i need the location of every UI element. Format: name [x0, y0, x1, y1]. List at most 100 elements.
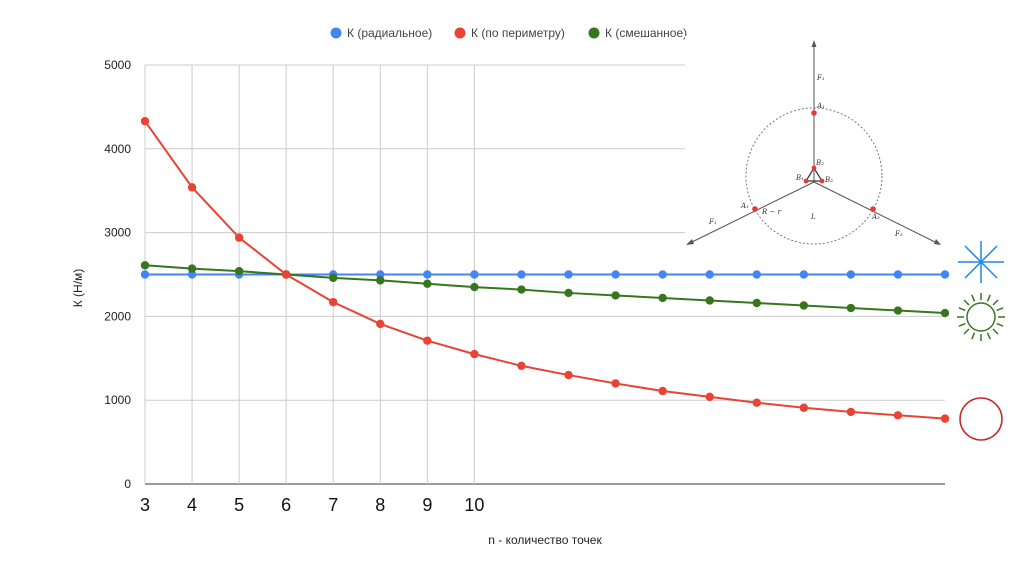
sun-ray — [971, 294, 976, 302]
data-point — [423, 270, 432, 279]
sun-ray — [996, 307, 1004, 312]
series-line-1 — [144, 120, 946, 420]
diagram-arrow-top — [811, 40, 817, 47]
diagram-label-f-right: F₃ — [894, 230, 903, 238]
y-tick-label: 0 — [124, 477, 131, 491]
data-point — [564, 270, 573, 279]
legend-label: К (по периметру) — [471, 26, 565, 40]
data-point — [329, 297, 338, 307]
diagram-label-a-top: A₁ — [816, 102, 825, 110]
sun-ray — [992, 299, 999, 306]
sun-ray — [963, 328, 970, 335]
sun-ray — [986, 332, 991, 340]
data-point — [140, 261, 150, 270]
legend-label: К (смешанное) — [605, 26, 687, 40]
data-point — [658, 386, 667, 396]
data-point — [517, 285, 526, 294]
data-point — [705, 392, 714, 402]
data-point — [893, 306, 903, 315]
data-point — [799, 403, 809, 412]
data-point — [517, 270, 526, 279]
data-point — [517, 361, 526, 371]
data-point — [423, 279, 432, 288]
sun-ring-icon — [957, 293, 1005, 341]
y-tick-label: 3000 — [104, 226, 131, 240]
sun-ray — [963, 299, 970, 306]
diagram-arrow-right — [934, 239, 941, 245]
x-tick-label: 8 — [375, 495, 385, 515]
data-point — [846, 303, 856, 313]
sun-ring — [966, 302, 996, 332]
x-tick-label: 3 — [140, 495, 150, 515]
sun-ray — [971, 332, 976, 340]
data-point — [799, 270, 809, 279]
data-point — [893, 411, 903, 420]
diagram-point-b1 — [803, 178, 809, 184]
diagram-label-r-minus-r: R − r — [761, 208, 782, 216]
y-tick-label: 1000 — [104, 393, 131, 407]
data-point — [187, 264, 197, 273]
diagram-point-a2 — [811, 110, 817, 116]
sun-ray — [958, 307, 966, 312]
y-axis-title: К (Н/м) — [71, 269, 85, 308]
diagram-label-b1: B₁ — [795, 174, 804, 182]
series-lines — [140, 116, 950, 423]
data-point — [187, 183, 197, 192]
data-point — [658, 270, 667, 279]
legend-swatch — [588, 27, 600, 39]
force-diagram: F₁ A₁ B₁ B₂ B₃ F₁ A₁ R − r L A₃ F₃ — [685, 36, 947, 254]
data-point — [705, 296, 714, 305]
data-point — [281, 270, 291, 279]
data-point — [846, 407, 856, 417]
data-point — [234, 233, 244, 242]
data-point — [611, 270, 620, 279]
diagram-inner-triangle — [804, 166, 824, 182]
data-point — [140, 270, 150, 279]
data-point — [752, 398, 761, 407]
diagram-axis-right — [813, 181, 938, 244]
x-tick-label: 4 — [187, 495, 197, 515]
diagram-point-b3 — [819, 178, 825, 184]
data-point — [376, 270, 385, 279]
x-tick-label: 5 — [234, 495, 244, 515]
data-point — [564, 288, 573, 298]
diagram-label-b2: B₂ — [815, 159, 824, 167]
legend-label: К (радиальное) — [347, 26, 432, 40]
circle-ring-icon — [959, 397, 1003, 441]
data-point — [752, 270, 761, 279]
diagram-point-a3 — [870, 206, 876, 212]
data-point — [564, 370, 573, 380]
data-point — [611, 379, 620, 388]
data-point — [423, 336, 432, 345]
y-tick-label: 5000 — [104, 58, 131, 72]
data-point — [329, 273, 338, 283]
data-point — [846, 270, 856, 279]
diagram-dashed-circle — [745, 107, 883, 245]
data-point — [705, 270, 714, 279]
data-point — [470, 270, 479, 279]
data-point — [658, 293, 667, 303]
diagram-point-b2 — [811, 165, 817, 171]
diagram-label-f-left: F₁ — [708, 218, 717, 226]
data-point — [470, 349, 479, 359]
diagram-arrow-left — [686, 239, 694, 245]
data-point — [940, 414, 950, 423]
legend-swatch — [330, 27, 342, 39]
y-tick-label: 2000 — [104, 309, 131, 323]
diagram-axis-left — [689, 181, 815, 244]
data-point — [376, 319, 385, 329]
sun-ray — [958, 322, 966, 327]
diagram-background — [685, 36, 947, 254]
diagram-label-l: L — [810, 213, 816, 221]
data-point — [940, 270, 950, 279]
x-axis-ticks: 3 4 5 6 7 8 9 10 — [140, 495, 484, 515]
diagram-label-b3: B₃ — [824, 176, 833, 184]
data-point — [234, 266, 244, 276]
data-point — [752, 298, 761, 308]
series-line-2 — [144, 264, 946, 315]
diagram-label-a-left: A₁ — [740, 202, 749, 210]
x-tick-label: 9 — [422, 495, 432, 515]
diagram-point-a1 — [752, 206, 758, 212]
y-axis-ticks: 0 1000 2000 3000 4000 5000 — [104, 58, 131, 491]
